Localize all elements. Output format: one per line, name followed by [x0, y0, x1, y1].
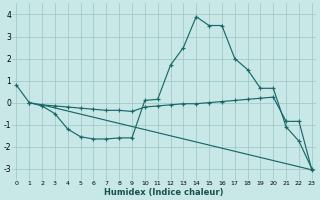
X-axis label: Humidex (Indice chaleur): Humidex (Indice chaleur): [104, 188, 224, 197]
